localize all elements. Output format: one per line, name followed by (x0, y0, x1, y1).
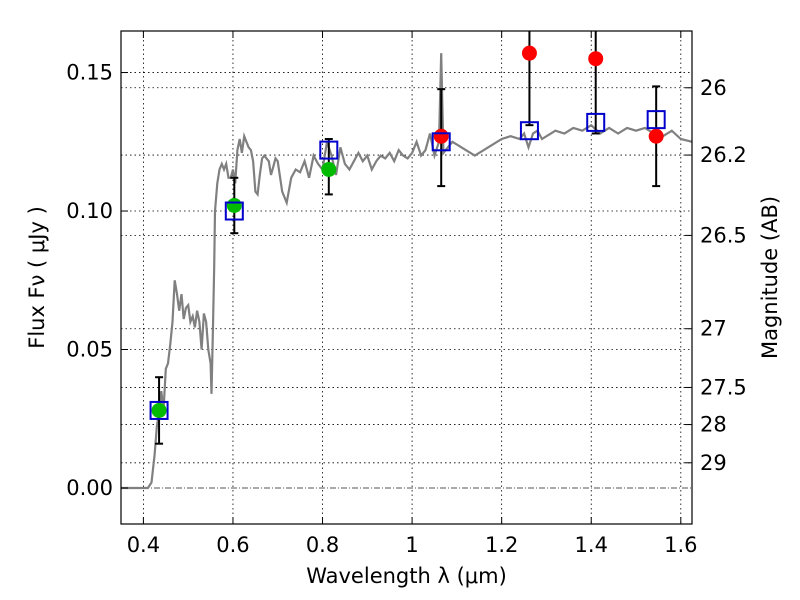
y2-tick-label: 27 (700, 317, 727, 341)
y-tick-label: 0.15 (66, 61, 113, 85)
y2-tick-label: 26.2 (700, 143, 747, 167)
model-spectrum-line (121, 53, 693, 490)
y2-tick-label: 26 (700, 76, 727, 100)
square-marker (586, 112, 606, 132)
green-point (321, 161, 337, 177)
y2-tick-label: 29 (700, 451, 727, 475)
green-point (226, 197, 242, 213)
error-bars (155, 31, 661, 445)
plot-frame (120, 30, 693, 525)
square-marker (431, 132, 451, 152)
x-tick-label: 1 (405, 533, 418, 557)
square-markers (149, 110, 666, 420)
x-tick-label: 1.4 (575, 533, 608, 557)
square-marker (224, 201, 244, 221)
red-point (433, 128, 449, 144)
y-tick-label: 0.05 (66, 338, 113, 362)
square-marker (149, 400, 169, 420)
y2-tick-label: 26.5 (700, 223, 747, 247)
x-tick-label: 0.8 (306, 533, 339, 557)
y2-tick-label: 27.5 (700, 375, 747, 399)
x-tick-label: 1.6 (664, 533, 697, 557)
axis-ticks: 0.4 0.6 0.8 1 1.2 1.4 1.6 0.00 0.05 0.10 0.15 26 26.… (66, 31, 747, 557)
right-axis-label: Magnitude (AB) (758, 196, 782, 359)
square-marker (519, 121, 539, 141)
x-tick-label: 0.6 (216, 533, 249, 557)
x-axis-label: Wavelength λ (μm) (306, 564, 507, 588)
red-point (648, 128, 664, 144)
square-marker (319, 140, 339, 160)
green-point (151, 402, 167, 418)
x-tick-label: 0.4 (127, 533, 160, 557)
y-tick-label: 0.00 (66, 476, 113, 500)
y-tick-label: 0.10 (66, 199, 113, 223)
x-tick-label: 1.2 (485, 533, 518, 557)
red-point (521, 45, 537, 61)
y2-tick-label: 28 (700, 413, 727, 437)
red-point (588, 51, 604, 67)
square-marker (646, 110, 666, 130)
y-axis-label: Flux Fν ( μJy ) (25, 206, 49, 349)
grid-lines (121, 31, 692, 524)
data-points (151, 45, 664, 418)
